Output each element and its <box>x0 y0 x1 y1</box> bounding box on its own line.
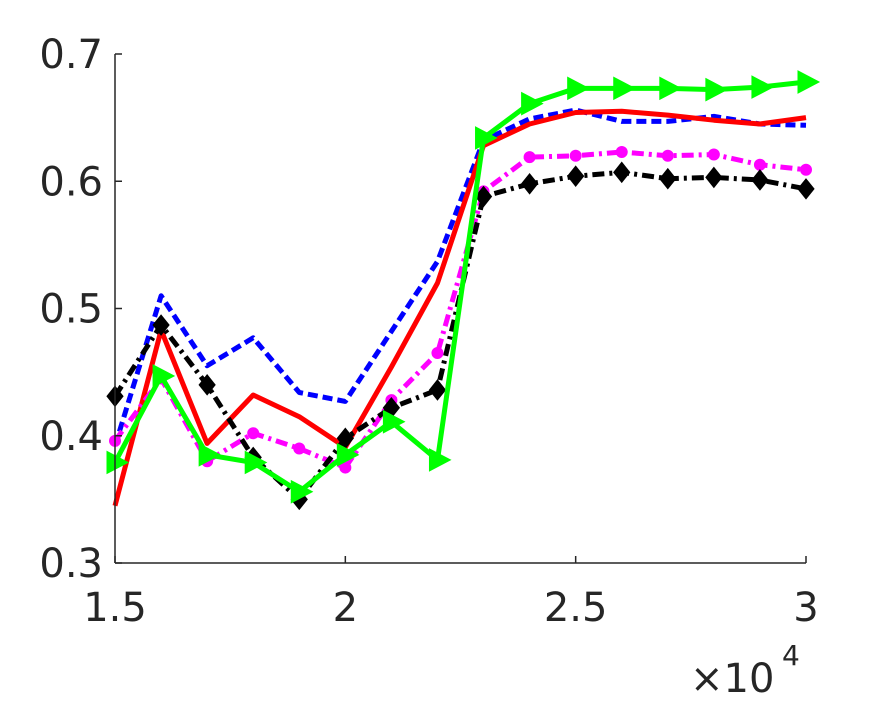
tick-labels-group: 1.5 2 2.5 3 0.3 0.4 0.5 0.6 0.7 <box>39 32 818 631</box>
x-multiplier-base: ×10 <box>690 656 774 702</box>
data-point-diamond <box>520 172 539 195</box>
x-tick-label: 1.5 <box>83 585 147 631</box>
data-point-circle <box>569 149 582 162</box>
y-tick-label: 0.7 <box>39 32 103 78</box>
data-point-triangle <box>106 450 130 475</box>
data-point-triangle <box>198 443 222 467</box>
data-point-diamond <box>751 169 769 191</box>
data-point-circle <box>661 149 674 162</box>
y-tick-label: 0.6 <box>39 159 103 205</box>
data-point-triangle <box>244 450 268 475</box>
x-tick-label: 3 <box>793 585 818 631</box>
x-tick-label: 2 <box>333 585 358 631</box>
data-point-circle <box>800 163 812 176</box>
data-point-triangle <box>336 443 360 467</box>
data-point-diamond <box>474 185 493 208</box>
data-point-circle <box>293 442 306 455</box>
y-tick-label: 0.3 <box>39 541 103 587</box>
x-multiplier: ×10 4 <box>690 639 800 702</box>
data-point-triangle <box>797 70 821 94</box>
data-point-circle <box>247 427 260 440</box>
data-point-triangle <box>705 77 728 102</box>
y-tick-label: 0.4 <box>39 414 103 460</box>
data-point-diamond <box>567 165 585 187</box>
data-point-circle <box>753 158 766 171</box>
data-point-triangle <box>613 76 636 101</box>
data-point-diamond <box>797 178 815 200</box>
data-point-triangle <box>567 76 590 101</box>
data-point-triangle <box>428 448 452 472</box>
x-multiplier-exponent: 4 <box>782 639 800 672</box>
series-3 <box>109 145 812 474</box>
series-5-line <box>112 79 807 495</box>
data-point-circle <box>707 148 720 161</box>
data-point-triangle <box>290 479 314 504</box>
data-point-diamond <box>152 314 170 336</box>
data-point-triangle <box>659 76 682 101</box>
data-point-diamond <box>198 374 216 396</box>
x-tick-label: 2.5 <box>544 585 608 631</box>
series-4-line <box>112 169 807 502</box>
y-tick-label: 0.5 <box>39 287 103 333</box>
series-3-line <box>112 149 807 471</box>
axes-group <box>114 53 807 564</box>
data-point-diamond <box>659 167 677 190</box>
data-point-triangle <box>152 364 176 388</box>
data-point-triangle <box>382 409 406 434</box>
plot-series-group <box>106 70 821 511</box>
series-5 <box>106 70 821 504</box>
data-point-diamond <box>428 379 447 401</box>
data-point-circle <box>615 145 628 158</box>
data-point-circle <box>523 151 536 164</box>
data-point-triangle <box>521 91 544 116</box>
data-point-diamond <box>705 166 723 189</box>
data-point-triangle <box>751 75 775 99</box>
data-point-triangle <box>475 126 498 150</box>
data-point-diamond <box>613 161 631 184</box>
data-point-circle <box>431 347 444 360</box>
